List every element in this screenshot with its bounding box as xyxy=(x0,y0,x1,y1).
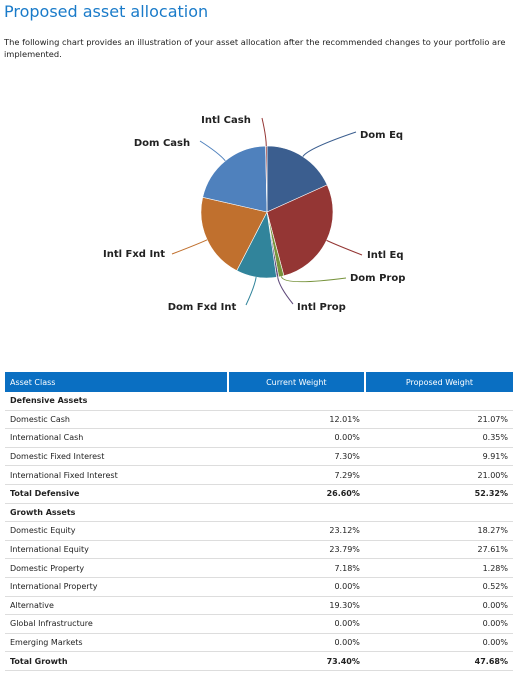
weight-cell: 23.79% xyxy=(227,540,365,560)
leader-line xyxy=(302,131,357,157)
asset-name: Alternative xyxy=(5,596,228,616)
weight-cell: 52.32% xyxy=(364,484,513,504)
weight-cell: 19.30% xyxy=(227,596,365,616)
asset-row: Domestic Equity 23.12% 18.27% xyxy=(5,521,513,541)
pie-slice xyxy=(200,196,268,272)
weight-cell: 0.00% xyxy=(227,614,365,634)
leader-line xyxy=(245,277,257,306)
pie-chart: Dom Eq Intl Eq Dom Prop Intl Prop Dom Fxd In… xyxy=(103,115,405,313)
column-header: Asset Class xyxy=(5,372,228,392)
asset-name: Domestic Fixed Interest xyxy=(5,447,228,467)
weight-cell: 0.00% xyxy=(364,596,513,616)
weight-cell: 0.00% xyxy=(227,428,365,448)
intro-text: The following chart provides an illustra… xyxy=(4,37,506,59)
asset-row: International Equity 23.79% 27.61% xyxy=(5,540,513,560)
asset-name: International Cash xyxy=(5,428,228,448)
weight-cell: 73.40% xyxy=(227,651,365,671)
header-row: Asset Class Current Weight Proposed Weight xyxy=(5,372,513,392)
asset-row: Domestic Property 7.18% 1.28% xyxy=(5,558,513,578)
slice-label: Dom Prop xyxy=(350,273,405,284)
weight-cell: 0.52% xyxy=(364,577,513,597)
section-row: Growth Assets xyxy=(5,503,513,523)
asset-name: International Fixed Interest xyxy=(5,465,228,485)
leader-line xyxy=(326,239,363,256)
slice-label: Intl Fxd Int xyxy=(103,249,165,260)
weight-cell: 0.00% xyxy=(227,577,365,597)
weight-cell: 7.30% xyxy=(227,447,365,467)
column-header: Current Weight xyxy=(226,372,365,392)
slice-label: Intl Cash xyxy=(201,115,251,126)
allocation-table: Asset Class Current Weight Proposed Weight… xyxy=(5,372,513,671)
leader-line xyxy=(199,140,226,162)
section-title: Growth Assets xyxy=(5,503,513,523)
total-row: Total Growth 73.40% 47.68% xyxy=(5,651,513,671)
weight-cell: 7.18% xyxy=(227,558,365,578)
asset-name: Total Defensive xyxy=(5,484,228,504)
asset-row: Alternative 19.30% 0.00% xyxy=(5,596,513,616)
asset-row: Global Infrastructure 0.00% 0.00% xyxy=(5,614,513,634)
weight-cell: 7.29% xyxy=(227,465,365,485)
weight-cell: 0.00% xyxy=(227,633,365,653)
asset-name: Global Infrastructure xyxy=(5,614,228,634)
weight-cell: 0.00% xyxy=(364,633,513,653)
slice-label: Intl Eq xyxy=(367,250,404,261)
leader-line xyxy=(261,117,267,147)
asset-row: International Property 0.00% 0.52% xyxy=(5,577,513,597)
pie-slice xyxy=(202,145,268,213)
asset-name: Emerging Markets xyxy=(5,633,228,653)
weight-cell: 18.27% xyxy=(364,521,513,541)
weight-cell: 12.01% xyxy=(227,410,365,430)
slice-label: Dom Cash xyxy=(134,138,190,149)
asset-name: Domestic Cash xyxy=(5,410,228,430)
weight-cell: 47.68% xyxy=(364,651,513,671)
asset-row: International Cash 0.00% 0.35% xyxy=(5,428,513,448)
pie-slice xyxy=(266,184,334,277)
asset-row: Domestic Fixed Interest 7.30% 9.91% xyxy=(5,447,513,467)
weight-cell: 0.35% xyxy=(364,428,513,448)
weight-cell: 21.07% xyxy=(364,410,513,430)
slice-label: Dom Fxd Int xyxy=(168,302,237,313)
weight-cell: 1.28% xyxy=(364,558,513,578)
section-title: Defensive Assets xyxy=(5,392,513,411)
leader-line xyxy=(277,277,294,305)
asset-name: International Equity xyxy=(5,540,228,560)
asset-name: International Property xyxy=(5,577,228,597)
leader-line xyxy=(171,239,208,255)
weight-cell: 27.61% xyxy=(364,540,513,560)
total-row: Total Defensive 26.60% 52.32% xyxy=(5,484,513,504)
pie-slice xyxy=(265,145,268,213)
weight-cell: 9.91% xyxy=(364,447,513,467)
weight-cell: 23.12% xyxy=(227,521,365,541)
section-row: Defensive Assets xyxy=(5,392,513,411)
asset-name: Domestic Equity xyxy=(5,521,228,541)
asset-name: Total Growth xyxy=(5,651,228,671)
column-header: Proposed Weight xyxy=(363,372,513,392)
page-title: Proposed asset allocation xyxy=(4,2,209,21)
asset-name: Domestic Property xyxy=(5,558,228,578)
slice-label: Dom Eq xyxy=(360,130,403,141)
asset-row: Emerging Markets 0.00% 0.00% xyxy=(5,633,513,653)
leader-line xyxy=(280,276,347,283)
asset-row: Domestic Cash 12.01% 21.07% xyxy=(5,410,513,430)
asset-row: International Fixed Interest 7.29% 21.00% xyxy=(5,465,513,485)
weight-cell: 21.00% xyxy=(364,465,513,485)
slice-label: Intl Prop xyxy=(297,302,346,313)
weight-cell: 26.60% xyxy=(227,484,365,504)
weight-cell: 0.00% xyxy=(364,614,513,634)
